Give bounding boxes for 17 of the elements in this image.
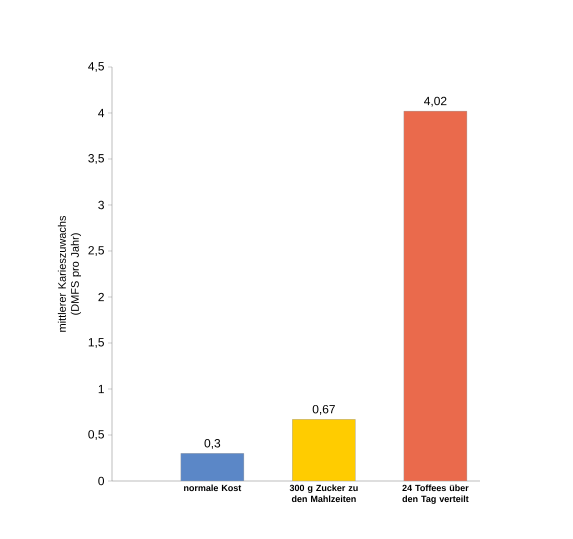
y-tick-label: 2 — [98, 292, 104, 302]
y-tick-label: 2,5 — [88, 246, 104, 256]
y-tick-label: 4,5 — [88, 62, 104, 72]
y-tick-label: 3 — [98, 200, 104, 210]
x-tick-label: 300 g Zucker zu den Mahlzeiten — [290, 484, 358, 502]
x-tick-label: normale Kost — [184, 484, 242, 492]
data-label: 4,02 — [424, 96, 446, 107]
y-tick-label: 3,5 — [88, 154, 104, 164]
y-tick-label: 4 — [98, 108, 104, 118]
y-tick-label: 0 — [98, 476, 104, 486]
y-tick-label: 0,5 — [88, 430, 104, 440]
data-label: 0,67 — [312, 404, 335, 415]
data-label: 0,3 — [204, 439, 220, 449]
y-tick-label: 1,5 — [88, 338, 104, 348]
x-tick-label: 24 Toffees über den Tag verteilt — [402, 484, 469, 504]
y-axis-title: mittlerer Karieszuwachs (DMFS pro Jahr) — [58, 216, 82, 332]
y-tick-label: 1 — [98, 384, 104, 394]
